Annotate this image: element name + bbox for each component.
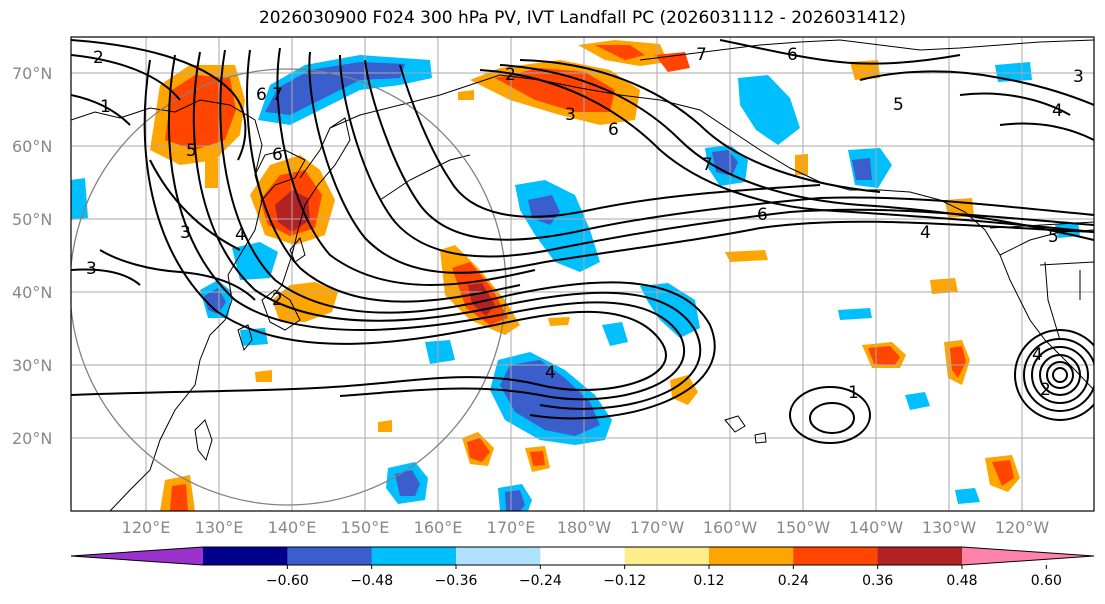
contour-label: 6	[256, 85, 267, 105]
colorbar-tick-label: −0.60	[266, 573, 309, 589]
lat-label-40n: 40°N	[12, 283, 52, 302]
lon-label-150e: 150°E	[341, 518, 390, 537]
lon-label-170e: 170°E	[487, 518, 536, 537]
lat-label-30n: 30°N	[12, 356, 52, 375]
contour-label: 2	[505, 65, 516, 85]
longitude-labels: 120°E 130°E 140°E 150°E 160°E 170°E 180°…	[122, 518, 1050, 537]
colorbar-tick-label: −0.36	[435, 573, 478, 589]
lat-label-60n: 60°N	[12, 137, 52, 156]
contour-label: 4	[235, 225, 246, 245]
colorbar-segment	[203, 547, 288, 565]
contour-label: 7	[696, 45, 707, 65]
colorbar-segment	[540, 547, 626, 565]
contour-label: 6	[608, 120, 619, 140]
colorbar-tick-label: −0.24	[519, 573, 562, 589]
lat-label-70n: 70°N	[12, 64, 52, 83]
contour-label: 5	[893, 95, 904, 115]
contour-label: 7	[702, 155, 713, 175]
colorbar-segment	[371, 547, 457, 565]
contour-label: 6	[272, 145, 283, 165]
contour-label: 1	[848, 383, 859, 403]
lon-label-140w: 140°W	[849, 518, 904, 537]
lat-label-50n: 50°N	[12, 210, 52, 229]
map-title: 2026030900 F024 300 hPa PV, IVT Landfall…	[258, 8, 906, 28]
colorbar-segment	[287, 547, 373, 565]
colorbar-segment	[456, 547, 541, 565]
contour-label: 2	[93, 48, 104, 68]
contour-labels: 2 1 5 6 7 6 3 3 2 4 6 7 5 4 3 6 7 6 4 5 …	[86, 45, 1084, 403]
lon-label-170w: 170°W	[630, 518, 685, 537]
map-gridlines	[71, 37, 1094, 511]
colorbar-segment	[709, 547, 794, 565]
contour-label: 5	[1048, 227, 1059, 247]
colorbar-segment	[624, 547, 710, 565]
colorbar-tick-label: −0.48	[350, 573, 393, 589]
colorbar-extend-low	[71, 547, 203, 565]
contour-label: 1	[100, 97, 111, 117]
contour-label: 2	[272, 290, 283, 310]
contour-label: 3	[86, 259, 97, 279]
contour-label: 4	[1052, 101, 1063, 121]
colorbar: −0.60 −0.48 −0.36 −0.24 −0.12 0.12 0.24 0.36 0.4…	[70, 546, 1095, 589]
latitude-labels: 70°N 60°N 50°N 40°N 30°N 20°N	[12, 64, 52, 448]
colorbar-tick-label: 0.12	[693, 573, 724, 589]
colorbar-tick-label: 0.24	[778, 573, 809, 589]
contour-label: 3	[1073, 67, 1084, 87]
map-content: 2 1 5 6 7 6 3 3 2 4 6 7 5 4 3 6 7 6 4 5 …	[71, 37, 1094, 511]
colorbar-extend-high	[962, 547, 1094, 565]
lat-label-20n: 20°N	[12, 429, 52, 448]
lon-label-130e: 130°E	[195, 518, 244, 537]
lon-label-120w: 120°W	[995, 518, 1050, 537]
contour-label: 4	[545, 363, 556, 383]
contour-label: 4	[920, 223, 931, 243]
map-frame	[70, 36, 1095, 512]
colorbar-tick-label: 0.60	[1031, 573, 1062, 589]
lon-label-140e: 140°E	[268, 518, 317, 537]
colorbar-tick-label: −0.12	[603, 573, 646, 589]
lon-label-130w: 130°W	[922, 518, 977, 537]
colorbar-tick-label: 0.36	[862, 573, 893, 589]
lon-label-150w: 150°W	[776, 518, 831, 537]
contour-label: 3	[565, 105, 576, 125]
colorbar-segment	[877, 547, 963, 565]
lon-label-160e: 160°E	[414, 518, 463, 537]
colorbar-outline	[70, 546, 1095, 566]
colorbar-segment	[793, 547, 879, 565]
contour-label: 7	[272, 85, 283, 105]
contour-label: 3	[180, 223, 191, 243]
lon-label-180w: 180°W	[557, 518, 612, 537]
lon-label-160w: 160°W	[703, 518, 758, 537]
contour-label: 4	[1032, 345, 1043, 365]
contour-label: 6	[787, 45, 798, 65]
contour-label: 6	[757, 205, 768, 225]
contour-label: 2	[1040, 380, 1051, 400]
colorbar-tick-label: 0.48	[946, 573, 977, 589]
pv-contours	[71, 39, 1094, 444]
lon-label-120e: 120°E	[122, 518, 171, 537]
contour-label: 5	[186, 141, 197, 161]
